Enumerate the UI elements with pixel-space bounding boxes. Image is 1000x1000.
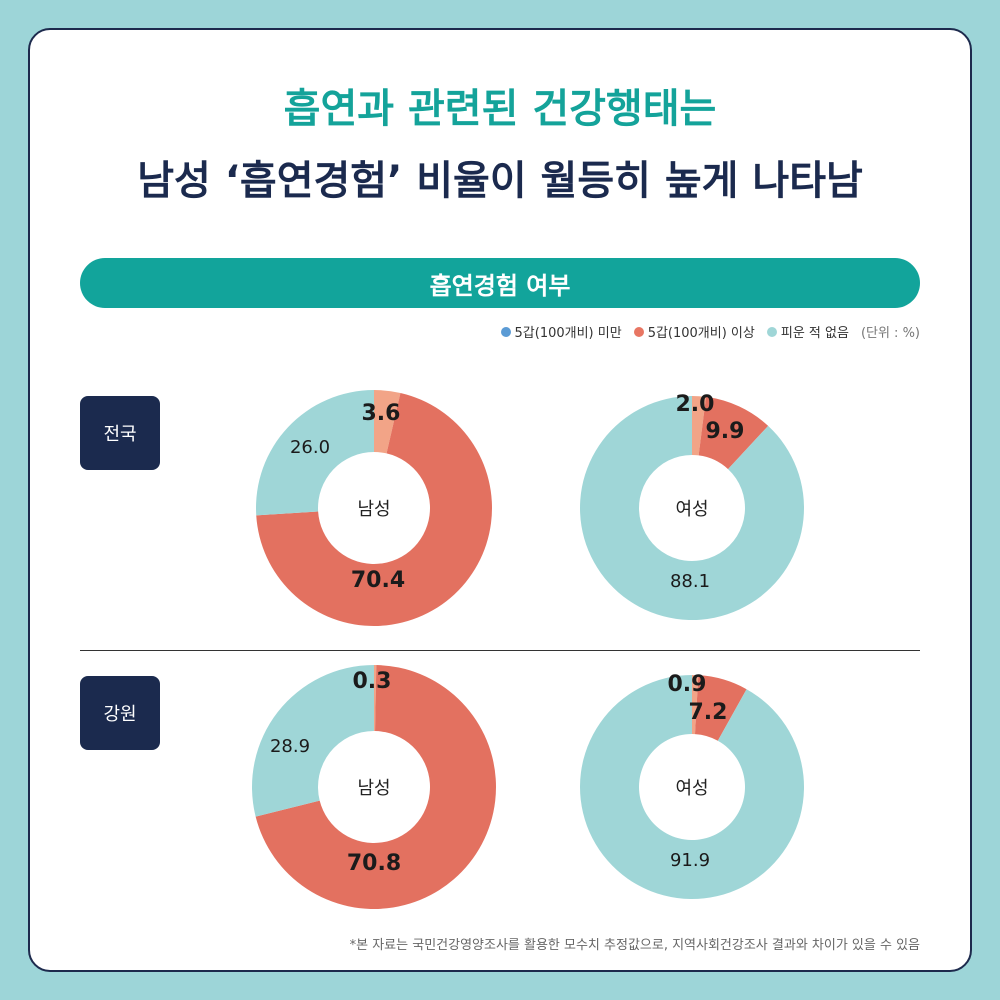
donut-3-label-more5: 7.2 bbox=[689, 700, 728, 725]
infographic-card bbox=[28, 28, 972, 972]
donut-2-label-less5: 0.3 bbox=[353, 669, 392, 694]
donut-0-slice-more5 bbox=[256, 393, 492, 627]
donut-2-slice-never bbox=[252, 665, 374, 817]
donut-2-center-label: 남성 bbox=[357, 778, 390, 799]
donut-3-label-less5: 0.9 bbox=[668, 672, 707, 697]
donut-1-center-label: 여성 bbox=[675, 499, 708, 520]
donut-2-slice-less5 bbox=[374, 665, 377, 732]
legend-unit: (단위 : %) bbox=[860, 326, 920, 341]
donut-0-slice-never bbox=[256, 390, 374, 516]
title-line-2: 남성 ‘흡연경험’ 비율이 월등히 높게 나타남 bbox=[137, 158, 863, 204]
row-divider bbox=[80, 650, 920, 651]
legend-label-more5: 5갑(100개비) 이상 bbox=[647, 326, 755, 341]
donut-3-label-never: 91.9 bbox=[670, 850, 710, 871]
donut-0-label-less5: 3.6 bbox=[362, 401, 401, 426]
legend-label-never: 피운 적 없음 bbox=[780, 326, 849, 341]
footnote: *본 자료는 국민건강영양조사를 활용한 모수치 추정값으로, 지역사회건강조사… bbox=[349, 938, 920, 953]
donut-1-slice-more5 bbox=[698, 396, 769, 470]
legend-dot-orange bbox=[633, 326, 644, 337]
donut-2-slice-more5 bbox=[255, 665, 496, 909]
donut-3-slice-never bbox=[580, 675, 805, 900]
legend-dot-blue bbox=[500, 326, 511, 337]
legend-item-less5: 5갑(100개비) 미만 bbox=[500, 322, 622, 341]
legend: 5갑(100개비) 미만 5갑(100개비) 이상 피운 적 없음 (단위 : … bbox=[500, 322, 920, 341]
donut-0-label-more5: 70.4 bbox=[351, 568, 405, 593]
donut-3-slice-less5 bbox=[692, 675, 699, 735]
region-badge-gangwon: 강원 bbox=[80, 676, 160, 750]
section-banner: 흡연경험 여부 bbox=[80, 258, 920, 308]
legend-dot-teal bbox=[766, 326, 777, 337]
donut-1-label-never: 88.1 bbox=[670, 571, 710, 592]
title-line-1: 흡연과 관련된 건강행태는 bbox=[283, 86, 717, 132]
legend-label-less5: 5갑(100개비) 미만 bbox=[514, 326, 622, 341]
donut-1-slice-never bbox=[580, 396, 804, 621]
donut-2-label-never: 28.9 bbox=[270, 736, 310, 757]
region-badge-national: 전국 bbox=[80, 396, 160, 470]
donut-2-label-more5: 70.8 bbox=[347, 851, 401, 876]
donut-0-center-label: 남성 bbox=[357, 499, 390, 520]
legend-item-more5: 5갑(100개비) 이상 bbox=[633, 322, 755, 341]
donut-1-slice-less5 bbox=[692, 396, 707, 456]
donut-0-slice-less5 bbox=[374, 390, 401, 454]
donut-0-label-never: 26.0 bbox=[290, 437, 330, 458]
donut-3-center-label: 여성 bbox=[675, 778, 708, 799]
donut-3-slice-more5 bbox=[694, 675, 747, 741]
donut-1-label-less5: 2.0 bbox=[676, 392, 715, 417]
donut-1-label-more5: 9.9 bbox=[706, 419, 745, 444]
legend-item-never: 피운 적 없음 bbox=[766, 322, 849, 341]
